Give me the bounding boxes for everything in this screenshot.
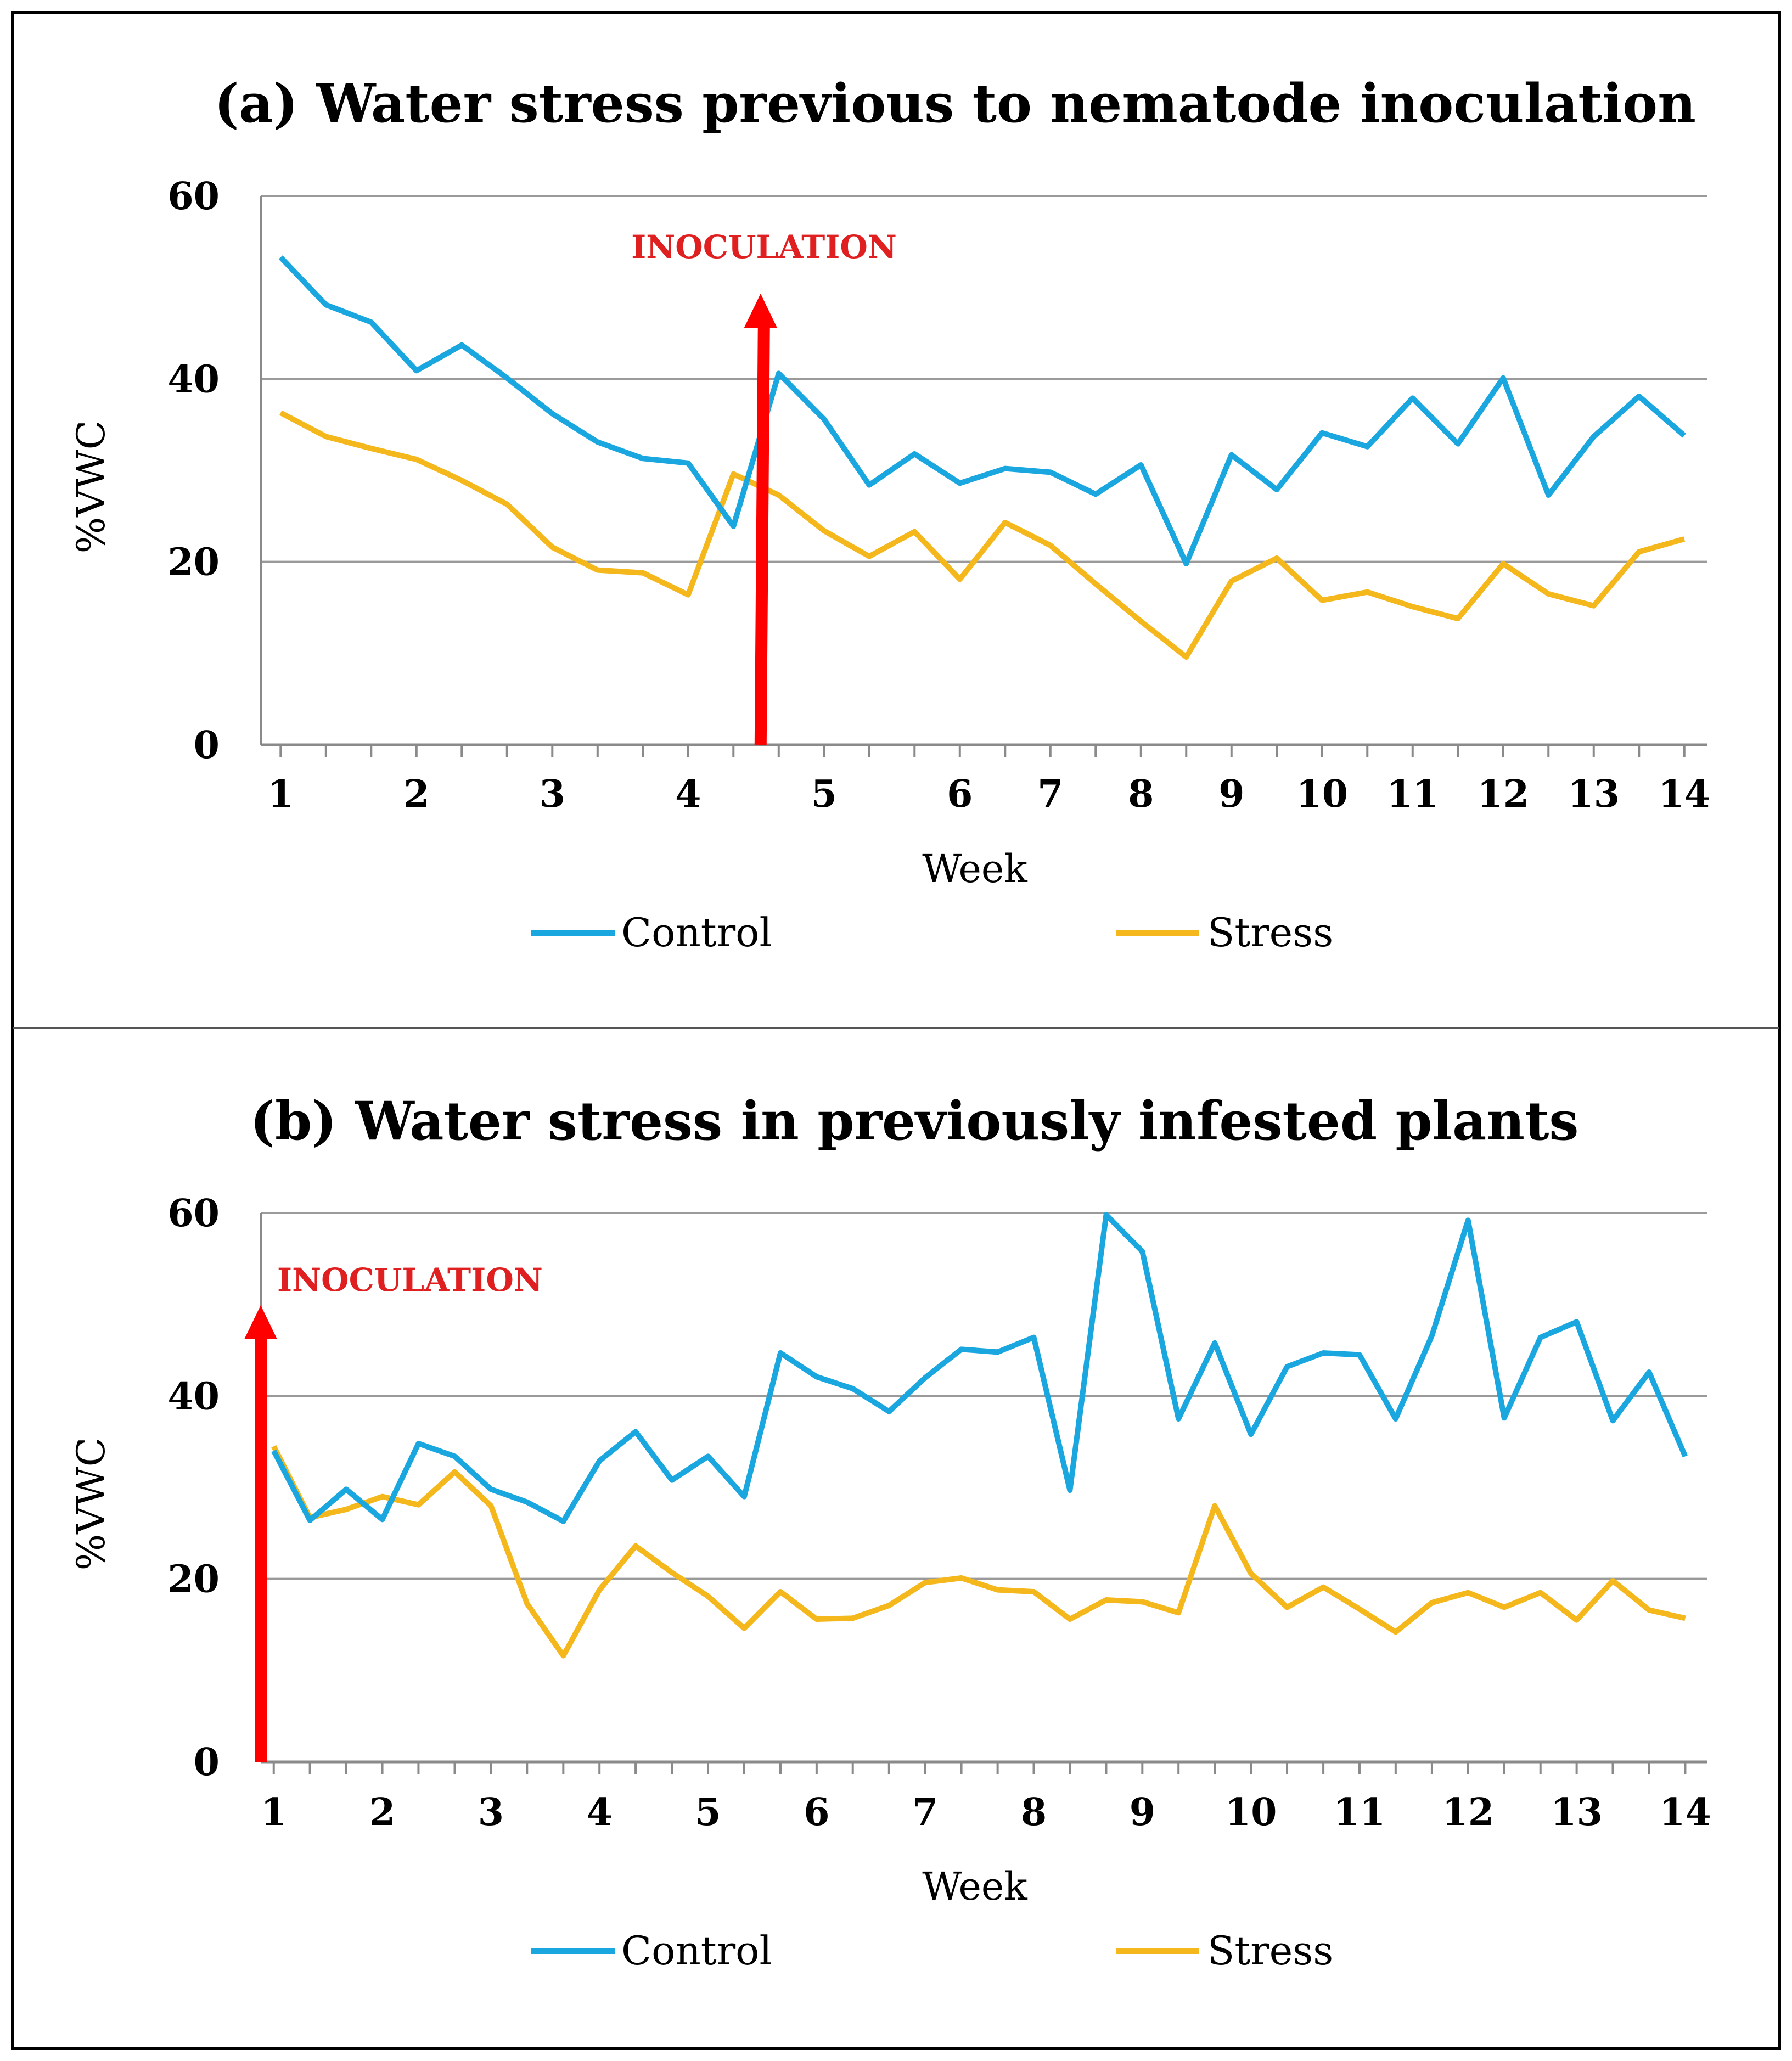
inoculation-label: INOCULATION <box>277 1261 543 1299</box>
x-tick-label: 6 <box>947 772 973 816</box>
x-axis-label: Week <box>922 846 1027 891</box>
x-tick-label: 5 <box>811 772 837 816</box>
x-tick-label: 8 <box>1021 1790 1047 1834</box>
x-axis-ticks <box>279 745 1686 757</box>
arrow-head <box>744 294 777 328</box>
y-tick-label: 40 <box>167 357 220 401</box>
x-tick-label: 14 <box>1658 772 1710 816</box>
x-tick-label: 13 <box>1568 772 1620 816</box>
chart-panel-b: (b) Water stress in previously infested … <box>69 1090 1711 1974</box>
x-tick-label: 5 <box>695 1790 721 1834</box>
gridlines <box>260 195 1707 746</box>
x-tick-label: 3 <box>540 772 565 816</box>
x-tick-label: 12 <box>1442 1790 1494 1834</box>
arrow-head <box>244 1305 277 1339</box>
x-axis-ticks <box>272 1762 1687 1774</box>
x-tick-label: 1 <box>261 1790 287 1834</box>
x-tick-label: 8 <box>1128 772 1154 816</box>
x-tick-labels: 1 2 3 4 5 6 7 8 9 10 11 12 13 14 <box>261 1790 1711 1834</box>
inoculation-label: INOCULATION <box>631 228 897 266</box>
x-tick-label: 10 <box>1296 772 1348 816</box>
x-tick-label: 13 <box>1551 1790 1603 1834</box>
chart-panel-a: (a) Water stress previous to nematode in… <box>69 72 1710 956</box>
legend-label-control: Control <box>621 909 772 956</box>
x-tick-label: 7 <box>912 1790 938 1834</box>
series-line-stress <box>271 1445 1686 1659</box>
x-tick-label: 14 <box>1659 1790 1711 1834</box>
y-tick-labels: 0 20 40 60 <box>167 1192 220 1784</box>
y-tick-labels: 0 20 40 60 <box>167 175 220 767</box>
figure-frame <box>11 11 1781 2050</box>
inoculation-arrow <box>744 294 777 745</box>
x-tick-label: 9 <box>1218 772 1244 816</box>
y-axis-label: %VWC <box>69 1437 114 1571</box>
x-tick-label: 4 <box>587 1790 613 1834</box>
legend-label-stress: Stress <box>1207 909 1333 956</box>
x-tick-label: 1 <box>268 772 294 816</box>
x-tick-label: 6 <box>804 1790 829 1834</box>
y-tick-label: 0 <box>194 1740 220 1784</box>
y-tick-label: 60 <box>167 1192 220 1236</box>
x-tick-label: 9 <box>1130 1790 1155 1834</box>
arrow-shaft <box>754 326 770 745</box>
y-tick-label: 20 <box>167 1558 220 1602</box>
y-tick-label: 40 <box>167 1374 220 1418</box>
series-line-control <box>271 1212 1688 1524</box>
y-axis-label: %VWC <box>69 420 114 554</box>
x-tick-labels: 1 2 3 4 5 6 7 8 9 10 11 12 13 14 <box>268 772 1710 816</box>
series-line-control <box>278 255 1687 566</box>
legend: Control Stress <box>531 909 1333 956</box>
y-tick-label: 20 <box>167 541 220 585</box>
x-tick-label: 11 <box>1386 772 1439 816</box>
x-tick-label: 3 <box>478 1790 504 1834</box>
series-line-stress <box>279 410 1686 660</box>
x-tick-label: 12 <box>1477 772 1529 816</box>
legend: Control Stress <box>531 1928 1333 1974</box>
chart-title: (a) Water stress previous to nematode in… <box>214 72 1696 134</box>
inoculation-arrow <box>244 1305 277 1762</box>
x-axis-label: Week <box>922 1864 1027 1909</box>
x-tick-label: 4 <box>675 772 701 816</box>
y-tick-label: 60 <box>167 175 220 218</box>
x-tick-label: 10 <box>1225 1790 1277 1834</box>
chart-title: (b) Water stress in previously infested … <box>250 1090 1579 1152</box>
y-tick-label: 0 <box>194 723 220 767</box>
legend-label-stress: Stress <box>1207 1928 1333 1974</box>
x-tick-label: 7 <box>1037 772 1063 816</box>
x-tick-label: 11 <box>1334 1790 1386 1834</box>
x-tick-label: 2 <box>403 772 429 816</box>
legend-label-control: Control <box>621 1928 772 1974</box>
x-tick-label: 2 <box>369 1790 395 1834</box>
